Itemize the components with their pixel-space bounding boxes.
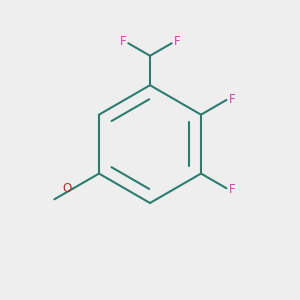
Text: O: O: [62, 182, 72, 195]
Text: F: F: [229, 183, 236, 196]
Text: F: F: [120, 35, 126, 48]
Text: F: F: [229, 93, 236, 106]
Text: F: F: [174, 35, 180, 48]
